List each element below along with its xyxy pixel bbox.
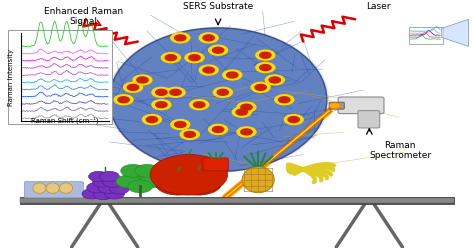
Circle shape: [82, 189, 102, 199]
FancyBboxPatch shape: [24, 182, 83, 200]
Circle shape: [114, 95, 133, 105]
Circle shape: [165, 55, 176, 61]
Circle shape: [155, 171, 201, 195]
Ellipse shape: [242, 167, 274, 193]
FancyBboxPatch shape: [8, 30, 112, 124]
Circle shape: [236, 109, 247, 115]
Circle shape: [124, 82, 143, 92]
FancyBboxPatch shape: [203, 158, 228, 171]
Circle shape: [100, 171, 119, 182]
Circle shape: [140, 175, 164, 188]
Circle shape: [237, 127, 256, 137]
Circle shape: [209, 45, 228, 55]
FancyBboxPatch shape: [19, 197, 455, 204]
Circle shape: [203, 35, 214, 41]
Circle shape: [212, 47, 224, 53]
Circle shape: [260, 52, 271, 58]
Circle shape: [256, 50, 275, 60]
Circle shape: [170, 89, 181, 95]
Circle shape: [171, 120, 190, 129]
Circle shape: [93, 189, 113, 200]
Circle shape: [98, 183, 118, 193]
Circle shape: [279, 97, 290, 103]
Circle shape: [190, 100, 209, 110]
Circle shape: [109, 184, 129, 194]
Circle shape: [193, 102, 205, 108]
FancyBboxPatch shape: [329, 102, 344, 109]
Circle shape: [152, 87, 171, 97]
Circle shape: [203, 67, 214, 73]
Circle shape: [121, 164, 146, 177]
Circle shape: [241, 104, 252, 110]
Circle shape: [128, 170, 153, 183]
Circle shape: [143, 115, 161, 124]
Circle shape: [174, 35, 186, 41]
Circle shape: [251, 82, 270, 92]
Circle shape: [213, 87, 232, 97]
Circle shape: [260, 64, 271, 70]
Circle shape: [184, 131, 195, 137]
Circle shape: [174, 122, 186, 127]
Circle shape: [284, 115, 303, 124]
Circle shape: [103, 177, 123, 187]
Circle shape: [150, 154, 228, 195]
Circle shape: [161, 53, 180, 62]
Circle shape: [185, 53, 204, 62]
Ellipse shape: [59, 183, 73, 193]
Circle shape: [105, 189, 125, 199]
Ellipse shape: [46, 183, 59, 193]
Circle shape: [146, 117, 157, 123]
Circle shape: [212, 126, 224, 132]
Circle shape: [116, 175, 141, 188]
Circle shape: [265, 75, 284, 85]
Circle shape: [166, 87, 185, 97]
Circle shape: [118, 97, 129, 103]
Circle shape: [92, 177, 112, 187]
Circle shape: [237, 102, 256, 112]
FancyBboxPatch shape: [19, 198, 455, 203]
FancyBboxPatch shape: [338, 97, 384, 114]
Circle shape: [227, 72, 238, 78]
Text: Raman
Spectrometer: Raman Spectrometer: [369, 141, 431, 160]
Circle shape: [269, 77, 281, 83]
Circle shape: [189, 55, 200, 61]
Ellipse shape: [33, 183, 46, 193]
Ellipse shape: [109, 28, 327, 172]
Circle shape: [255, 84, 266, 90]
Circle shape: [152, 100, 171, 110]
Circle shape: [128, 84, 139, 90]
Circle shape: [199, 33, 218, 43]
Circle shape: [87, 183, 107, 193]
Circle shape: [241, 129, 252, 135]
Circle shape: [275, 95, 294, 105]
Text: SERS Substrate: SERS Substrate: [183, 2, 253, 11]
Circle shape: [135, 164, 159, 177]
Text: Laser: Laser: [366, 2, 391, 11]
Circle shape: [217, 89, 228, 95]
FancyBboxPatch shape: [358, 111, 380, 128]
Text: Enhanced Raman
Signal: Enhanced Raman Signal: [44, 7, 123, 26]
Circle shape: [223, 70, 242, 80]
Circle shape: [256, 62, 275, 72]
Circle shape: [209, 124, 228, 134]
Circle shape: [133, 75, 152, 85]
Ellipse shape: [107, 27, 329, 173]
Circle shape: [89, 171, 109, 182]
FancyBboxPatch shape: [409, 27, 443, 44]
Circle shape: [171, 33, 190, 43]
Circle shape: [199, 65, 218, 75]
Circle shape: [128, 180, 153, 193]
Polygon shape: [442, 19, 469, 47]
Circle shape: [180, 129, 199, 139]
Circle shape: [288, 117, 300, 123]
Circle shape: [156, 102, 167, 108]
Circle shape: [156, 89, 167, 95]
Text: Raman Shift (cm⁻¹): Raman Shift (cm⁻¹): [31, 116, 98, 124]
Circle shape: [232, 107, 251, 117]
Text: Raman Intensity: Raman Intensity: [8, 49, 14, 106]
Circle shape: [329, 103, 340, 109]
Circle shape: [137, 77, 148, 83]
Circle shape: [174, 170, 222, 195]
